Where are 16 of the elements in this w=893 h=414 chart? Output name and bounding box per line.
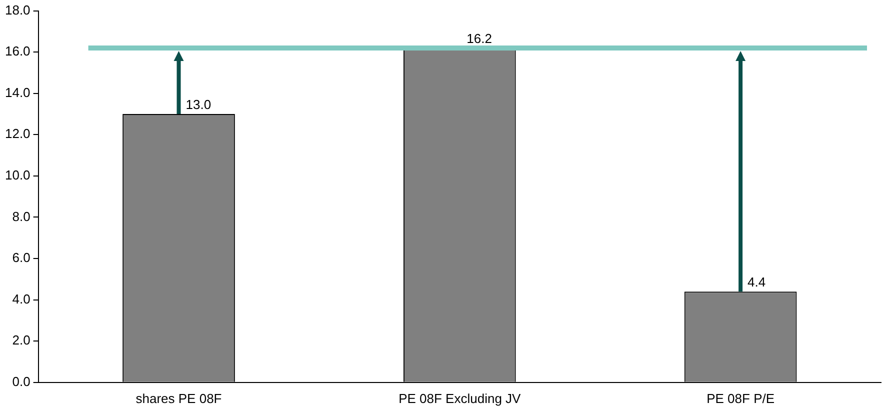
data-label: 16.2 xyxy=(466,31,492,46)
x-tick-label: PE 08F P/E xyxy=(706,390,775,406)
y-tick-label: 12.0 xyxy=(4,126,30,142)
x-tick-label: shares PE 08F xyxy=(136,390,222,406)
y-tick-label: 14.0 xyxy=(4,84,30,100)
y-tick-label: 18.0 xyxy=(4,2,30,18)
y-tick-label: 8.0 xyxy=(12,208,30,224)
y-tick-label: 6.0 xyxy=(12,250,30,266)
y-tick-label: 10.0 xyxy=(4,168,30,183)
y-tick-label: 4.0 xyxy=(12,291,30,306)
y-tick-label: 2.0 xyxy=(12,332,30,348)
x-tick-label: PE 08F Excluding JV xyxy=(398,390,522,406)
data-label: 13.0 xyxy=(186,97,212,112)
y-tick-label: 16.0 xyxy=(4,44,30,59)
data-label: 4.4 xyxy=(748,274,766,290)
y-tick-label: 0.0 xyxy=(12,374,30,389)
